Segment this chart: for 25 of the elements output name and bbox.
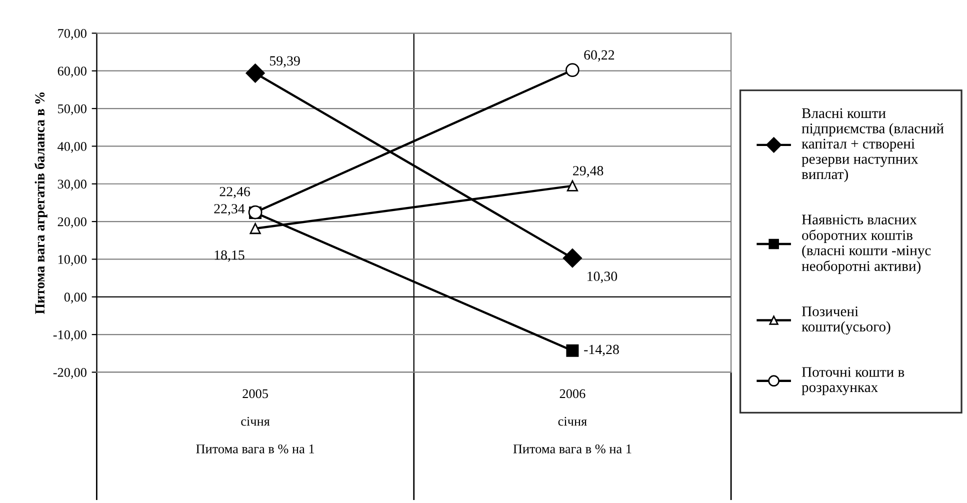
y-tick-label: 30,00 (58, 180, 86, 190)
y-tick-label: 10,00 (58, 255, 86, 266)
data-label: -14,28 (584, 344, 619, 356)
y-tick-label: -10,00 (53, 330, 86, 342)
data-label: 22,46 (220, 186, 250, 198)
data-label: 60,22 (584, 50, 614, 62)
y-tick-label: 70,00 (58, 29, 86, 40)
y-tick-label: 20,00 (58, 217, 86, 228)
data-label: 22,34 (214, 204, 245, 216)
y-tick-label: 60,00 (58, 66, 86, 78)
legend-label: Власні кошти підприємства (власний капітал + створені резерви наступних виплат) (802, 108, 944, 182)
y-tick-label: -20,00 (53, 368, 86, 379)
y-tick-label: 50,00 (58, 104, 86, 116)
data-label: 29,48 (573, 166, 604, 178)
category-label: 2005 січня Питома вага в % на 1 (196, 389, 314, 454)
y-axis-title: Питома вага агрегатів баланса в % (34, 92, 48, 314)
category-label: 2006 січня Питома вага в % на 1 (513, 389, 632, 454)
legend-label: Поточні кошти в розрахунках (802, 367, 904, 396)
data-label: 59,39 (270, 56, 300, 68)
legend-label: Позичені кошти(усього) (802, 306, 890, 335)
data-label: 18,15 (214, 250, 244, 262)
y-tick-label: 0,00 (64, 292, 86, 304)
y-tick-label: 40,00 (58, 142, 86, 153)
legend-label: Наявність власних оборотних коштів (власні кошти -мінус необоротні активи) (802, 214, 931, 274)
data-label: 10,30 (588, 272, 618, 283)
